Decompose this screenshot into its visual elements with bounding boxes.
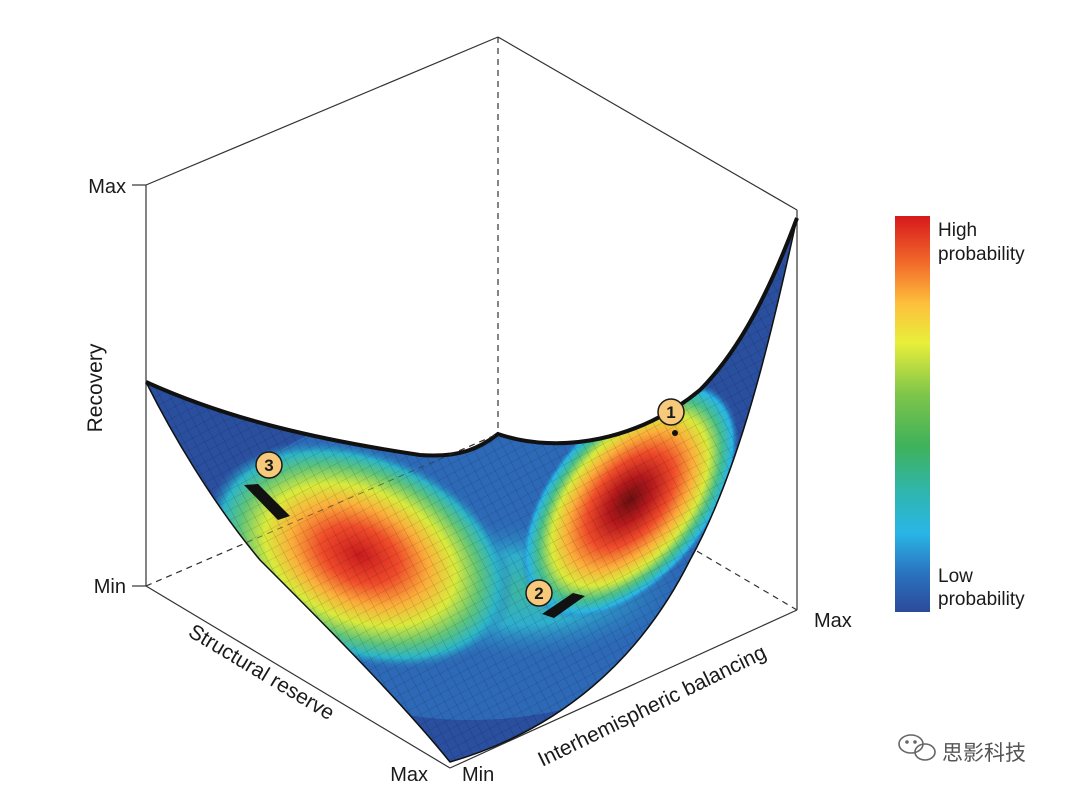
svg-text:1: 1	[666, 403, 675, 422]
recovery-axis-title: Recovery	[84, 343, 107, 432]
surface-edge	[145, 217, 799, 458]
marker-3: 3	[244, 451, 290, 520]
legend-high-line2: probability	[938, 244, 1025, 265]
svg-text:2: 2	[534, 584, 543, 603]
legend-high-line1: High	[938, 220, 977, 241]
bounding-box	[132, 36, 798, 769]
structural-reserve-axis-title: Structural reserve	[184, 620, 338, 725]
svg-text:3: 3	[264, 456, 273, 475]
marker-2: 2	[525, 579, 585, 618]
probability-surface	[146, 218, 797, 762]
wechat-icon	[898, 734, 936, 761]
structural-reserve-max-label: Max	[390, 764, 428, 786]
interhemispheric-max-label: Max	[814, 610, 852, 632]
recovery-min-label: Min	[94, 576, 126, 598]
recovery-max-label: Max	[88, 176, 126, 198]
probability-legend: High probability Low probability	[895, 216, 1025, 612]
watermark: 思影科技	[898, 734, 1026, 765]
legend-low-line1: Low	[938, 566, 973, 587]
marker-1: 1	[657, 398, 685, 436]
interhemispheric-min-label: Min	[462, 764, 494, 786]
legend-color-bar	[895, 216, 930, 612]
watermark-text: 思影科技	[942, 741, 1026, 765]
legend-low-line2: probability	[938, 589, 1025, 610]
